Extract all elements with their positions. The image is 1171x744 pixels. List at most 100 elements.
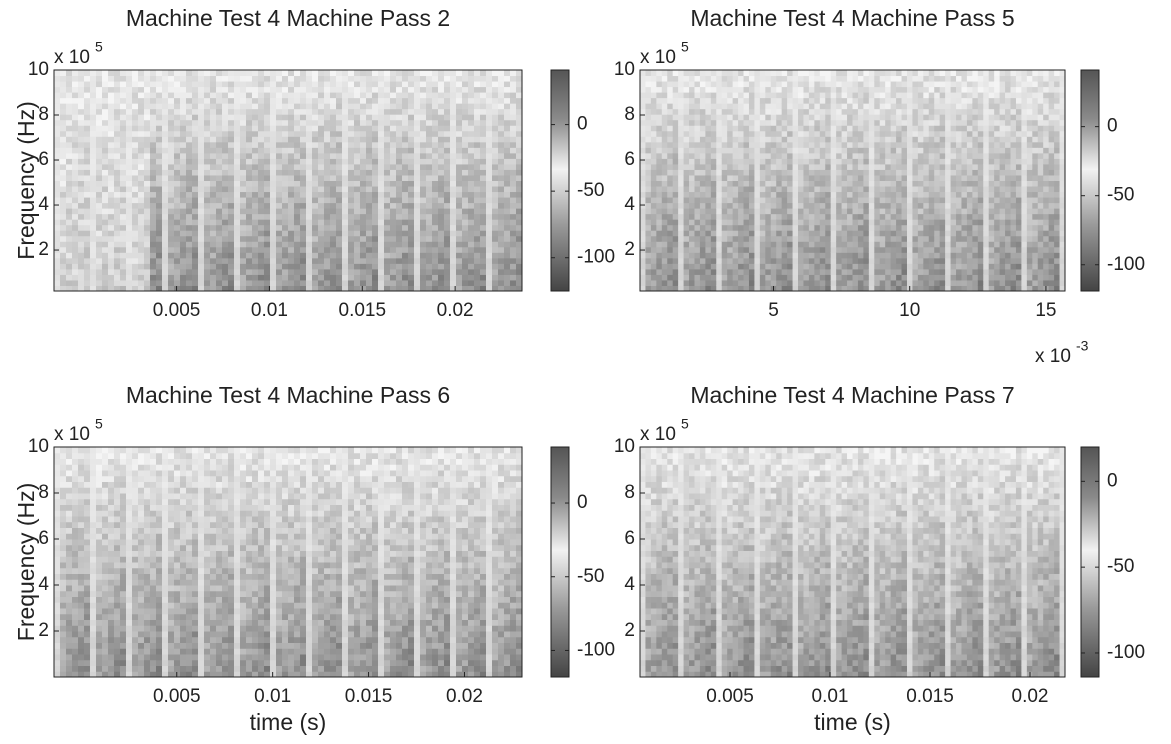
spectrogram-cell — [294, 97, 301, 104]
spectrogram-cell — [727, 147, 734, 154]
spectrogram-cell — [204, 202, 211, 209]
spectrogram-cell — [378, 125, 385, 132]
spectrogram-cell — [198, 125, 205, 132]
spectrogram-cell — [705, 219, 712, 226]
spectrogram-cell — [672, 152, 679, 159]
spectrogram-cell — [792, 202, 799, 209]
spectrogram-cell — [814, 263, 821, 270]
spectrogram-cell — [474, 141, 481, 148]
spectrogram-cell — [787, 169, 794, 176]
spectrogram-cell — [830, 202, 837, 209]
spectrogram-cell — [727, 186, 734, 193]
spectrogram-cell — [792, 241, 799, 248]
spectrogram-cell — [126, 202, 133, 209]
spectrogram-cell — [420, 285, 427, 292]
spectrogram-cell — [138, 224, 145, 231]
spectrogram-cell — [252, 108, 259, 115]
spectrogram-cell — [216, 163, 223, 170]
spectrogram-cell — [716, 92, 723, 99]
spectrogram-cell — [78, 169, 85, 176]
spectrogram-cell — [126, 103, 133, 110]
spectrogram-cell — [216, 97, 223, 104]
spectrogram-cell — [414, 235, 421, 242]
spectrogram-cell — [738, 241, 745, 248]
spectrogram-cell — [366, 152, 373, 159]
spectrogram-cell — [174, 119, 181, 126]
spectrogram-cell — [54, 219, 61, 226]
spectrogram-cell — [234, 208, 241, 215]
spectrogram-cell — [498, 208, 505, 215]
spectrogram-cell — [705, 152, 712, 159]
spectrogram-cell — [222, 252, 229, 259]
spectrogram-cell — [108, 257, 115, 264]
spectrogram-cell — [66, 92, 73, 99]
spectrogram-cell — [836, 246, 843, 253]
spectrogram-cell — [710, 241, 717, 248]
spectrogram-cell — [210, 191, 217, 198]
spectrogram-cell — [348, 125, 355, 132]
spectrogram-cell — [426, 125, 433, 132]
spectrogram-cell — [645, 108, 652, 115]
spectrogram-cell — [294, 141, 301, 148]
spectrogram-cell — [348, 119, 355, 126]
spectrogram-cell — [770, 147, 777, 154]
spectrogram-cell — [360, 208, 367, 215]
spectrogram-cell — [444, 213, 451, 220]
spectrogram-cell — [372, 136, 379, 143]
spectrogram-cell — [754, 208, 761, 215]
spectrogram-cell — [480, 114, 487, 121]
spectrogram-cell — [462, 158, 469, 165]
spectrogram-cell — [396, 252, 403, 259]
spectrogram-cell — [830, 257, 837, 264]
spectrogram-cell — [825, 186, 832, 193]
spectrogram-cell — [396, 141, 403, 148]
spectrogram-cell — [174, 202, 181, 209]
spectrogram-cell — [765, 191, 772, 198]
spectrogram-cell — [830, 70, 837, 77]
spectrogram-cell — [78, 208, 85, 215]
spectrogram-cell — [306, 174, 313, 181]
spectrogram-cell — [830, 274, 837, 281]
spectrogram-cell — [510, 152, 517, 159]
spectrogram-cell — [721, 92, 728, 99]
spectrogram-cell — [516, 141, 523, 148]
spectrogram-cell — [78, 263, 85, 270]
spectrogram-cell — [480, 163, 487, 170]
spectrogram-cell — [264, 241, 271, 248]
spectrogram-cell — [667, 263, 674, 270]
spectrogram-cell — [868, 92, 875, 99]
spectrogram-cell — [765, 174, 772, 181]
spectrogram-cell — [96, 86, 103, 93]
spectrogram-cell — [716, 174, 723, 181]
spectrogram-cell — [210, 119, 217, 126]
spectrogram-cell — [120, 174, 127, 181]
spectrogram-cell — [102, 268, 109, 275]
spectrogram-cell — [402, 279, 409, 286]
spectrogram-cell — [198, 285, 205, 292]
spectrogram-cell — [694, 202, 701, 209]
spectrogram-cell — [174, 152, 181, 159]
spectrogram-cell — [661, 108, 668, 115]
spectrogram-cell — [390, 152, 397, 159]
spectrogram-cell — [192, 86, 199, 93]
spectrogram-cell — [879, 241, 886, 248]
spectrogram-cell — [727, 246, 734, 253]
spectrogram-cell — [516, 97, 523, 104]
spectrogram-cell — [468, 158, 475, 165]
spectrogram-cell — [694, 197, 701, 204]
spectrogram-cell — [408, 114, 415, 121]
spectrogram-cell — [234, 257, 241, 264]
spectrogram-cell — [868, 136, 875, 143]
spectrogram-cell — [120, 92, 127, 99]
spectrogram-cell — [868, 147, 875, 154]
spectrogram-cell — [174, 75, 181, 82]
spectrogram-cell — [390, 186, 397, 193]
spectrogram-cell — [456, 208, 463, 215]
spectrogram-cell — [300, 141, 307, 148]
spectrogram-cell — [204, 274, 211, 281]
spectrogram-cell — [444, 130, 451, 137]
spectrogram-cell — [102, 230, 109, 237]
spectrogram-cell — [885, 119, 892, 126]
spectrogram-cell — [468, 202, 475, 209]
spectrogram-cell — [874, 136, 881, 143]
